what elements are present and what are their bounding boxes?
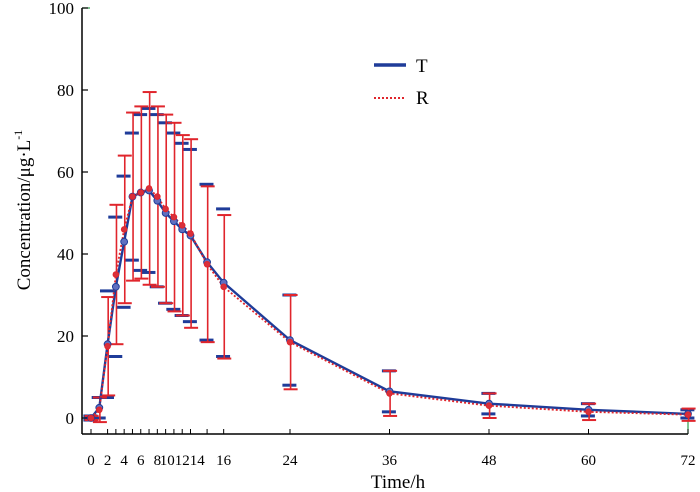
data-point-R [386, 390, 393, 397]
data-point-R [87, 414, 95, 422]
x-tick-label: 2 [104, 453, 112, 469]
data-point-R [585, 408, 592, 416]
data-point-T [111, 282, 120, 291]
data-point-R [170, 213, 178, 221]
error-bar-T [680, 408, 695, 420]
data-point-R [120, 226, 128, 233]
data-point-R [203, 260, 211, 268]
svg-text:Concentration/μg·L-1: Concentration/μg·L-1 [11, 130, 35, 291]
x-tick-label: 72 [681, 453, 696, 469]
x-tick-label: 8 [154, 453, 162, 469]
data-point-R [154, 193, 161, 200]
error-bar-T [141, 106, 156, 274]
data-point-R [286, 338, 294, 346]
data-point-R [145, 185, 153, 192]
error-bar-T [108, 215, 123, 358]
y-tick-label: 60 [57, 163, 74, 182]
error-bar-T [124, 131, 139, 262]
data-point-R [129, 193, 136, 200]
x-tick-label: 4 [120, 453, 128, 469]
x-tick-label: 16 [216, 453, 232, 469]
data-points [87, 185, 692, 422]
error-bar-T [116, 174, 131, 309]
data-point-T [120, 237, 129, 246]
data-point-R [137, 189, 145, 196]
series-line-T [90, 189, 689, 419]
x-tick-label: 101214 [160, 453, 206, 469]
y-axis-title-main: Concentration/μg·L [14, 140, 35, 291]
legend-label-T: T [416, 56, 428, 77]
x-tick-label: 36 [382, 453, 398, 469]
y-tick-label: 40 [57, 245, 74, 264]
data-point-R [104, 342, 111, 350]
error-bars [83, 91, 696, 424]
data-point-R [485, 402, 493, 410]
x-tick-label: 24 [283, 453, 299, 469]
data-point-R [162, 205, 169, 213]
data-point-R [220, 283, 227, 291]
data-point-R [187, 230, 194, 237]
error-bar-T [199, 182, 214, 342]
data-point-R [95, 406, 103, 414]
x-tick-label: 6 [137, 453, 145, 469]
y-tick-label: 20 [57, 327, 74, 346]
data-point-R [684, 411, 692, 419]
series-lines [90, 187, 689, 419]
legend: T R [374, 56, 429, 109]
x-tick-label: 0 [87, 453, 95, 469]
y-tick-label: 0 [66, 409, 75, 428]
y-axis-title-sup: -1 [11, 130, 25, 140]
x-tick-label: 60 [581, 453, 596, 469]
y-tick-label: 80 [57, 81, 74, 100]
legend-label-R: R [416, 88, 429, 109]
x-axis-title: Time/h [371, 472, 426, 492]
error-bar-T [133, 113, 148, 272]
error-bar-T [166, 131, 181, 311]
y-tick-label: 100 [49, 0, 75, 18]
data-point-R [178, 222, 186, 229]
error-bar-T [216, 207, 231, 358]
x-tick-label: 48 [482, 453, 497, 469]
y-axis-title: Concentration/μg·L-1 [11, 130, 35, 291]
data-point-R [112, 271, 120, 278]
error-bar-T [182, 147, 197, 324]
